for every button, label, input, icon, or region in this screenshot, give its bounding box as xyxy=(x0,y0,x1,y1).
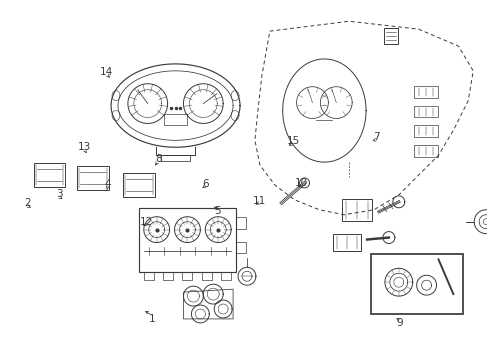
Text: 15: 15 xyxy=(286,136,299,146)
Text: 8: 8 xyxy=(155,154,161,163)
Text: 14: 14 xyxy=(100,67,113,77)
Text: 6: 6 xyxy=(202,179,208,189)
Text: 12: 12 xyxy=(140,217,153,227)
Text: 1: 1 xyxy=(149,314,155,324)
Text: 5: 5 xyxy=(214,206,221,216)
Text: 13: 13 xyxy=(78,142,91,152)
Text: 11: 11 xyxy=(252,196,265,206)
Text: 3: 3 xyxy=(56,189,62,199)
Text: 10: 10 xyxy=(295,178,308,188)
Text: 9: 9 xyxy=(396,318,402,328)
Text: 4: 4 xyxy=(104,179,111,189)
Text: 7: 7 xyxy=(372,132,379,142)
Text: 2: 2 xyxy=(24,198,30,208)
